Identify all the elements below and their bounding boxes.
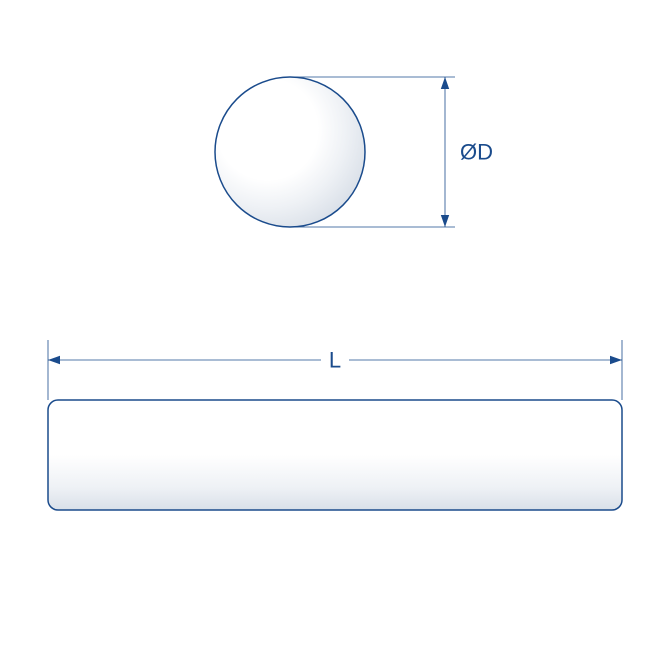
end-view-circle (215, 77, 365, 227)
arrowhead-icon (610, 356, 622, 364)
arrowhead-icon (48, 356, 60, 364)
arrowhead-icon (441, 215, 449, 227)
arrowhead-icon (441, 77, 449, 89)
side-view-bar (48, 400, 622, 510)
length-label: L (329, 348, 341, 373)
diameter-label: ØD (460, 140, 493, 165)
technical-drawing: ØD L (0, 0, 670, 670)
